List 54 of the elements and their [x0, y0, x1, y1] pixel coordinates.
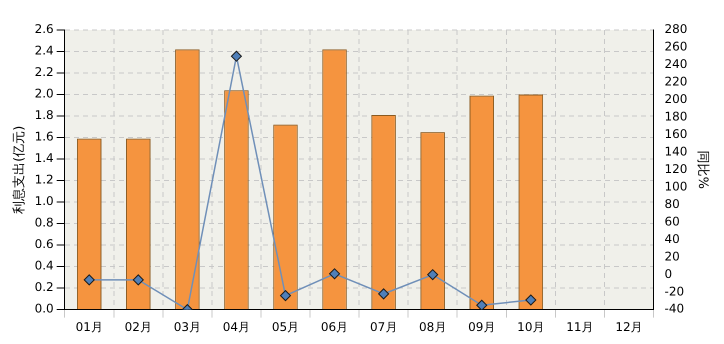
y2-tick-label: 180	[664, 110, 688, 124]
y2-tick-label: 260	[664, 40, 688, 54]
y-tick-label: 0.6	[34, 237, 54, 252]
y2-tick-label: 140	[664, 144, 688, 158]
y2-tick-label: 280	[664, 22, 688, 36]
point	[476, 300, 488, 310]
y2-tick-label: 0	[664, 266, 672, 281]
point	[230, 50, 242, 62]
point	[84, 274, 95, 286]
y2-tick-label: 20	[664, 249, 680, 264]
x-tick-label: 06月	[320, 320, 348, 334]
x-tick-label: 01月	[76, 320, 103, 334]
y-tick-label: 1.2	[34, 172, 54, 187]
y2-tick-label: 200	[664, 92, 688, 106]
point	[378, 288, 390, 300]
y2-tick-label: 80	[664, 196, 680, 211]
y-tick-label: 1.4	[34, 151, 54, 166]
x-tick-label: 09月	[468, 320, 496, 334]
y-tick-label: 0.4	[34, 258, 54, 273]
x-tick-label: 04月	[222, 320, 250, 334]
y2-tick-label: 160	[664, 126, 688, 141]
x-tick-label: 07月	[370, 320, 398, 334]
x-tick-label: 08月	[419, 320, 446, 334]
y2-tick-label: 120	[664, 162, 688, 176]
y2-tick-label: 60	[664, 214, 680, 228]
y-tick-label: 2.6	[34, 22, 54, 36]
x-tick-label: 02月	[124, 320, 152, 334]
y-tick-label: 1.0	[34, 194, 54, 208]
y2-tick-label: 240	[664, 57, 688, 72]
y-tick-label: 0.0	[34, 302, 54, 316]
y-tick-label: 0.2	[34, 280, 54, 294]
point	[280, 290, 291, 302]
point	[525, 294, 536, 306]
y2-tick-label: 40	[664, 232, 680, 246]
y-tick-label: 2.4	[34, 44, 54, 58]
x-tick-label: 05月	[272, 320, 300, 334]
x-tick-label: 12月	[615, 320, 643, 334]
y2-tick-label: -40	[664, 302, 684, 316]
y2-tick-label: 220	[664, 74, 688, 89]
y2-axis-title: 同比%	[694, 150, 710, 189]
point	[427, 269, 438, 280]
y-tick-label: 1.8	[34, 108, 54, 122]
x-tick-label: 11月	[566, 320, 594, 334]
y-axis-title: 利息支出(亿元)	[12, 126, 28, 214]
y-tick-label: 1.6	[34, 130, 54, 144]
y2-tick-label: -20	[664, 284, 684, 298]
y-tick-label: 2.2	[34, 65, 54, 80]
point	[132, 274, 144, 286]
y-tick-label: 0.8	[34, 216, 54, 230]
point	[329, 268, 340, 280]
y-tick-label: 2.0	[34, 86, 54, 101]
x-tick-label: 03月	[174, 320, 201, 334]
x-tick-label: 10月	[517, 320, 544, 334]
y2-tick-label: 100	[664, 179, 688, 194]
